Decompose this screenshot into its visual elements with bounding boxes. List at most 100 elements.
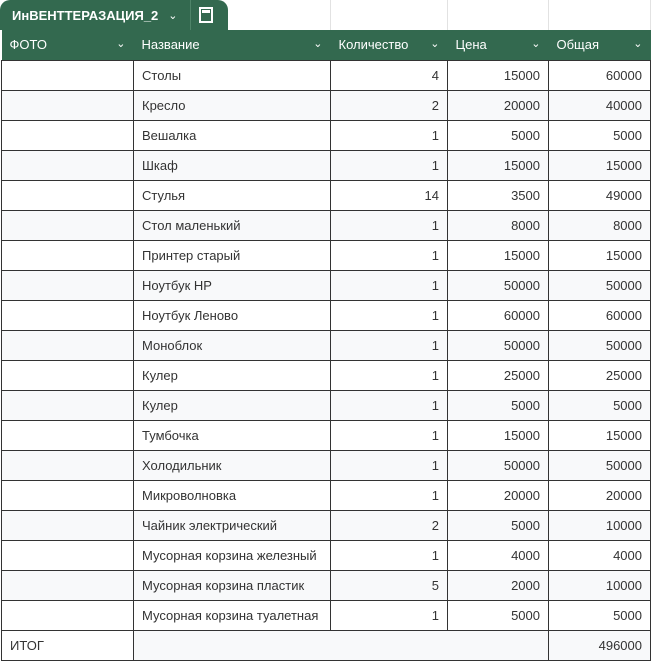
- quantity-cell[interactable]: 1: [330, 269, 448, 301]
- photo-cell[interactable]: [1, 359, 134, 391]
- photo-cell[interactable]: [1, 419, 134, 451]
- empty-cell[interactable]: [133, 629, 549, 661]
- name-cell[interactable]: Стол маленький: [133, 209, 331, 241]
- name-cell[interactable]: Ноутбук Леново: [133, 299, 331, 331]
- chevron-down-icon[interactable]: ⌄: [116, 38, 126, 51]
- quantity-cell[interactable]: 4: [330, 59, 448, 91]
- chevron-down-icon[interactable]: ⌄: [633, 38, 643, 51]
- total-cell[interactable]: 50000: [548, 269, 651, 301]
- name-cell[interactable]: Кулер: [133, 359, 331, 391]
- price-cell[interactable]: 5000: [447, 119, 549, 151]
- quantity-cell[interactable]: 1: [330, 329, 448, 361]
- name-cell[interactable]: Стулья: [133, 179, 331, 211]
- photo-cell[interactable]: [1, 599, 134, 631]
- quantity-cell[interactable]: 2: [330, 509, 448, 541]
- total-cell[interactable]: 40000: [548, 89, 651, 121]
- price-cell[interactable]: 25000: [447, 359, 549, 391]
- quantity-cell[interactable]: 14: [330, 179, 448, 211]
- total-cell[interactable]: 50000: [548, 329, 651, 361]
- photo-cell[interactable]: [1, 239, 134, 271]
- calculator-icon[interactable]: [198, 7, 213, 23]
- quantity-cell[interactable]: 1: [330, 479, 448, 511]
- quantity-cell[interactable]: 1: [330, 149, 448, 181]
- quantity-cell[interactable]: 1: [330, 389, 448, 421]
- name-cell[interactable]: Холодильник: [133, 449, 331, 481]
- price-cell[interactable]: 15000: [447, 149, 549, 181]
- price-cell[interactable]: 50000: [447, 329, 549, 361]
- photo-cell[interactable]: [1, 479, 134, 511]
- price-cell[interactable]: 20000: [447, 89, 549, 121]
- quantity-cell[interactable]: 2: [330, 89, 448, 121]
- name-cell[interactable]: Микроволновка: [133, 479, 331, 511]
- photo-cell[interactable]: [1, 569, 134, 601]
- price-cell[interactable]: 50000: [447, 449, 549, 481]
- column-header[interactable]: Количество ⌄: [330, 30, 448, 60]
- price-cell[interactable]: 20000: [447, 479, 549, 511]
- name-cell[interactable]: Кулер: [133, 389, 331, 421]
- price-cell[interactable]: 8000: [447, 209, 549, 241]
- total-cell[interactable]: 15000: [548, 419, 651, 451]
- chevron-down-icon[interactable]: ⌄: [168, 9, 178, 22]
- price-cell[interactable]: 60000: [447, 299, 549, 331]
- name-cell[interactable]: Чайник электрический: [133, 509, 331, 541]
- chevron-down-icon[interactable]: ⌄: [313, 38, 323, 51]
- total-cell[interactable]: 60000: [548, 299, 651, 331]
- name-cell[interactable]: Принтер старый: [133, 239, 331, 271]
- photo-cell[interactable]: [1, 59, 134, 91]
- quantity-cell[interactable]: 5: [330, 569, 448, 601]
- photo-cell[interactable]: [1, 89, 134, 121]
- total-cell[interactable]: 10000: [548, 509, 651, 541]
- name-cell[interactable]: Мусорная корзина пластик: [133, 569, 331, 601]
- sheet-tab[interactable]: ИнВЕНТТЕРАЗАЦИЯ_2 ⌄: [0, 0, 228, 30]
- total-value[interactable]: 496000: [548, 629, 651, 661]
- photo-cell[interactable]: [1, 449, 134, 481]
- total-cell[interactable]: 15000: [548, 239, 651, 271]
- name-cell[interactable]: Мусорная корзина железный: [133, 539, 331, 571]
- column-header[interactable]: ФОТО ⌄: [1, 30, 134, 60]
- name-cell[interactable]: Мусорная корзина туалетная: [133, 599, 331, 631]
- quantity-cell[interactable]: 1: [330, 449, 448, 481]
- price-cell[interactable]: 15000: [447, 239, 549, 271]
- price-cell[interactable]: 15000: [447, 419, 549, 451]
- quantity-cell[interactable]: 1: [330, 209, 448, 241]
- photo-cell[interactable]: [1, 509, 134, 541]
- quantity-cell[interactable]: 1: [330, 239, 448, 271]
- name-cell[interactable]: Шкаф: [133, 149, 331, 181]
- column-header[interactable]: Общая ⌄: [548, 30, 651, 60]
- column-header[interactable]: Название ⌄: [133, 30, 331, 60]
- total-cell[interactable]: 5000: [548, 389, 651, 421]
- total-cell[interactable]: 25000: [548, 359, 651, 391]
- photo-cell[interactable]: [1, 149, 134, 181]
- photo-cell[interactable]: [1, 209, 134, 241]
- name-cell[interactable]: Столы: [133, 59, 331, 91]
- quantity-cell[interactable]: 1: [330, 359, 448, 391]
- price-cell[interactable]: 2000: [447, 569, 549, 601]
- photo-cell[interactable]: [1, 119, 134, 151]
- quantity-cell[interactable]: 1: [330, 119, 448, 151]
- name-cell[interactable]: Моноблок: [133, 329, 331, 361]
- price-cell[interactable]: 5000: [447, 599, 549, 631]
- quantity-cell[interactable]: 1: [330, 419, 448, 451]
- name-cell[interactable]: Ноутбук HP: [133, 269, 331, 301]
- name-cell[interactable]: Тумбочка: [133, 419, 331, 451]
- total-cell[interactable]: 8000: [548, 209, 651, 241]
- price-cell[interactable]: 5000: [447, 389, 549, 421]
- price-cell[interactable]: 50000: [447, 269, 549, 301]
- price-cell[interactable]: 15000: [447, 59, 549, 91]
- price-cell[interactable]: 3500: [447, 179, 549, 211]
- quantity-cell[interactable]: 1: [330, 299, 448, 331]
- price-cell[interactable]: 5000: [447, 509, 549, 541]
- photo-cell[interactable]: [1, 389, 134, 421]
- total-cell[interactable]: 20000: [548, 479, 651, 511]
- total-cell[interactable]: 5000: [548, 119, 651, 151]
- name-cell[interactable]: Вешалка: [133, 119, 331, 151]
- photo-cell[interactable]: [1, 539, 134, 571]
- chevron-down-icon[interactable]: ⌄: [531, 38, 541, 51]
- price-cell[interactable]: 4000: [447, 539, 549, 571]
- total-cell[interactable]: 4000: [548, 539, 651, 571]
- total-cell[interactable]: 10000: [548, 569, 651, 601]
- photo-cell[interactable]: [1, 269, 134, 301]
- chevron-down-icon[interactable]: ⌄: [430, 38, 440, 51]
- total-cell[interactable]: 50000: [548, 449, 651, 481]
- photo-cell[interactable]: [1, 179, 134, 211]
